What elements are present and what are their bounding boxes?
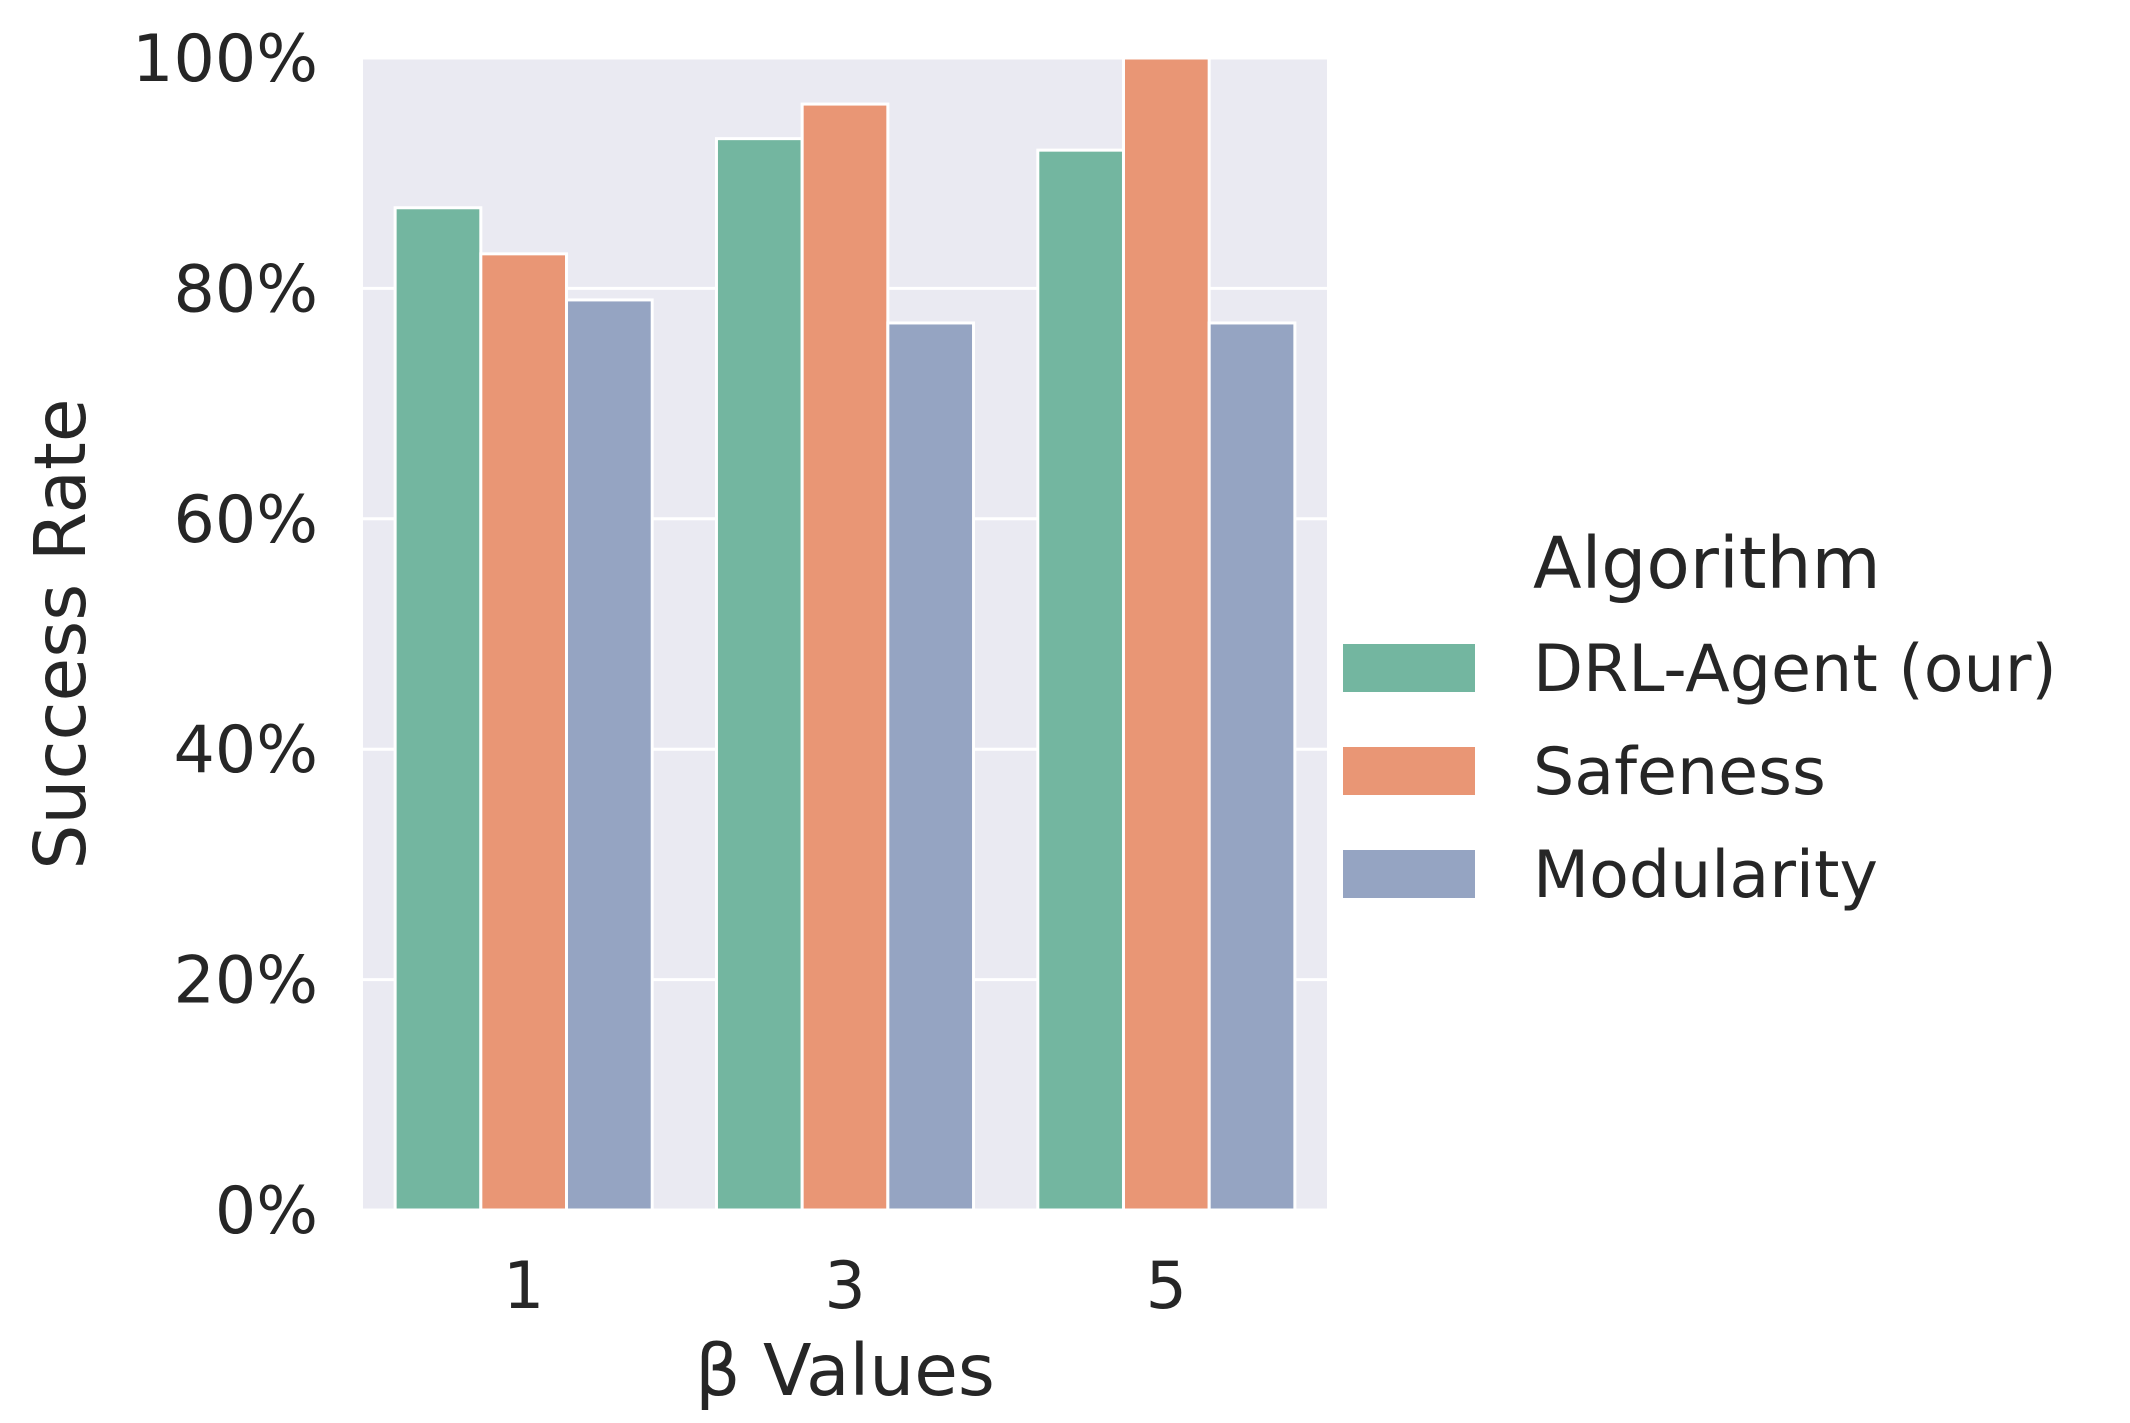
bar-drl-agent-our-5	[1036, 148, 1125, 1212]
legend-swatch	[1343, 850, 1475, 898]
y-axis-label: Success Rate	[19, 398, 102, 869]
x-tick-label: 1	[503, 1249, 544, 1324]
legend-entry: Modularity	[1533, 838, 1878, 913]
legend-entry: Safeness	[1533, 735, 1826, 810]
y-tick-label: 80%	[174, 252, 318, 327]
legend-swatch	[1343, 747, 1475, 795]
x-tick-label: 3	[824, 1249, 865, 1324]
bars	[393, 56, 1297, 1212]
bar-modularity-5	[1207, 321, 1297, 1212]
legend-title: Algorithm	[1533, 522, 1881, 605]
bar-modularity-1	[565, 298, 654, 1212]
bar-drl-agent-our-1	[393, 206, 483, 1212]
y-tick-label: 40%	[174, 713, 318, 788]
bar-drl-agent-our-3	[714, 137, 804, 1212]
legend-entry: DRL-Agent (our)	[1533, 632, 2057, 707]
bar-safeness-1	[479, 252, 569, 1212]
legend: Algorithm DRL-Agent (our) Safeness Modular…	[1343, 522, 2057, 913]
y-tick-label: 0%	[215, 1174, 318, 1249]
x-axis-label: β Values	[695, 1329, 995, 1412]
bar-safeness-3	[800, 102, 890, 1212]
y-tick-label: 60%	[174, 483, 318, 558]
y-tick-labels: 0% 20% 40% 60% 80% 100%	[132, 22, 318, 1249]
bar-safeness-5	[1121, 56, 1211, 1212]
y-tick-label: 20%	[174, 944, 318, 1019]
x-tick-label: 5	[1146, 1249, 1187, 1324]
y-tick-label: 100%	[132, 22, 318, 97]
x-tick-labels: 1 3 5	[503, 1249, 1187, 1324]
bar-modularity-3	[886, 321, 976, 1212]
legend-swatch	[1343, 644, 1475, 692]
